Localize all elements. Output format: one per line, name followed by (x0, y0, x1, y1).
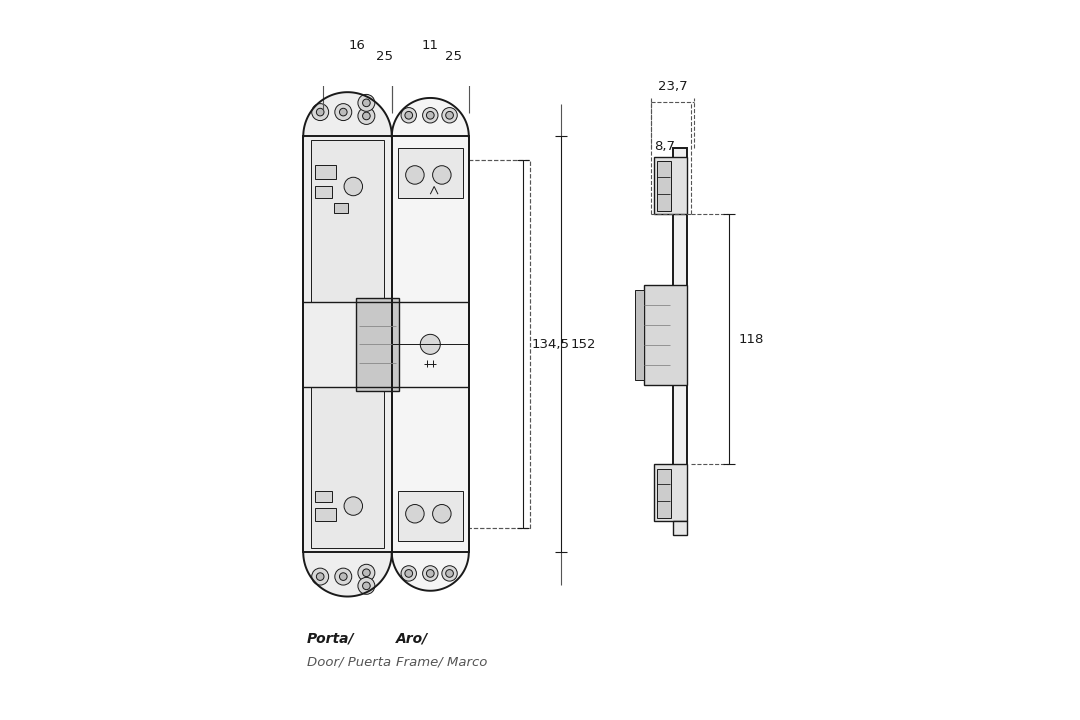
Circle shape (446, 570, 454, 577)
Circle shape (363, 582, 370, 590)
Bar (430, 0, 477, 23)
Bar (303, 137, 392, 552)
Circle shape (335, 568, 352, 585)
Circle shape (422, 107, 438, 123)
Circle shape (442, 566, 457, 581)
Bar (635, 289, 645, 379)
Bar (654, 157, 687, 215)
Circle shape (406, 505, 424, 523)
Bar (314, 490, 332, 503)
Bar (654, 464, 687, 521)
Circle shape (345, 497, 363, 516)
Circle shape (401, 566, 417, 581)
Bar (314, 508, 336, 521)
Bar (356, 298, 399, 390)
Circle shape (335, 104, 352, 120)
Circle shape (406, 166, 424, 184)
Text: Door/ Puerta: Door/ Puerta (307, 656, 391, 669)
Bar (314, 165, 336, 179)
Circle shape (339, 573, 347, 580)
Text: Aro/: Aro/ (395, 631, 428, 645)
Bar (673, 521, 687, 535)
Circle shape (316, 573, 324, 580)
Circle shape (446, 112, 454, 119)
Text: 25: 25 (445, 50, 462, 63)
Text: Porta/: Porta/ (307, 631, 354, 645)
Text: Frame/ Marco: Frame/ Marco (395, 656, 487, 669)
Circle shape (427, 570, 434, 577)
Text: 134,5: 134,5 (532, 338, 570, 351)
Text: 8,7: 8,7 (654, 140, 675, 153)
Text: 23,7: 23,7 (658, 79, 687, 93)
Polygon shape (392, 98, 469, 137)
Circle shape (357, 564, 375, 581)
Circle shape (345, 177, 363, 196)
Bar (314, 186, 332, 198)
Bar (657, 161, 672, 210)
Circle shape (357, 577, 375, 594)
Circle shape (363, 112, 370, 120)
Circle shape (401, 107, 417, 123)
Circle shape (442, 107, 457, 123)
Circle shape (433, 505, 451, 523)
Circle shape (405, 112, 413, 119)
Bar (397, 148, 462, 198)
Text: 25: 25 (376, 50, 393, 63)
Circle shape (339, 108, 347, 116)
Polygon shape (303, 92, 392, 137)
Bar (673, 148, 687, 521)
Circle shape (422, 566, 438, 581)
Circle shape (363, 99, 370, 107)
Circle shape (357, 94, 375, 112)
Polygon shape (303, 552, 392, 596)
Circle shape (357, 107, 375, 125)
Circle shape (312, 104, 328, 120)
Circle shape (427, 112, 434, 119)
Circle shape (433, 166, 451, 184)
Bar (355, 0, 413, 27)
Bar (397, 490, 462, 541)
Text: 16: 16 (349, 39, 366, 52)
Bar (424, 0, 483, 27)
Text: 118: 118 (739, 333, 764, 346)
Bar (311, 140, 384, 302)
Circle shape (363, 569, 370, 577)
Circle shape (312, 568, 328, 585)
Text: 11: 11 (422, 39, 438, 52)
Text: 152: 152 (570, 338, 596, 351)
Bar (361, 0, 407, 23)
Bar (392, 137, 469, 552)
Circle shape (405, 570, 413, 577)
Bar (334, 202, 348, 213)
Circle shape (420, 334, 441, 354)
Bar (311, 387, 384, 549)
Bar (657, 469, 672, 518)
Circle shape (316, 108, 324, 116)
Bar (645, 284, 687, 384)
Polygon shape (392, 552, 469, 590)
